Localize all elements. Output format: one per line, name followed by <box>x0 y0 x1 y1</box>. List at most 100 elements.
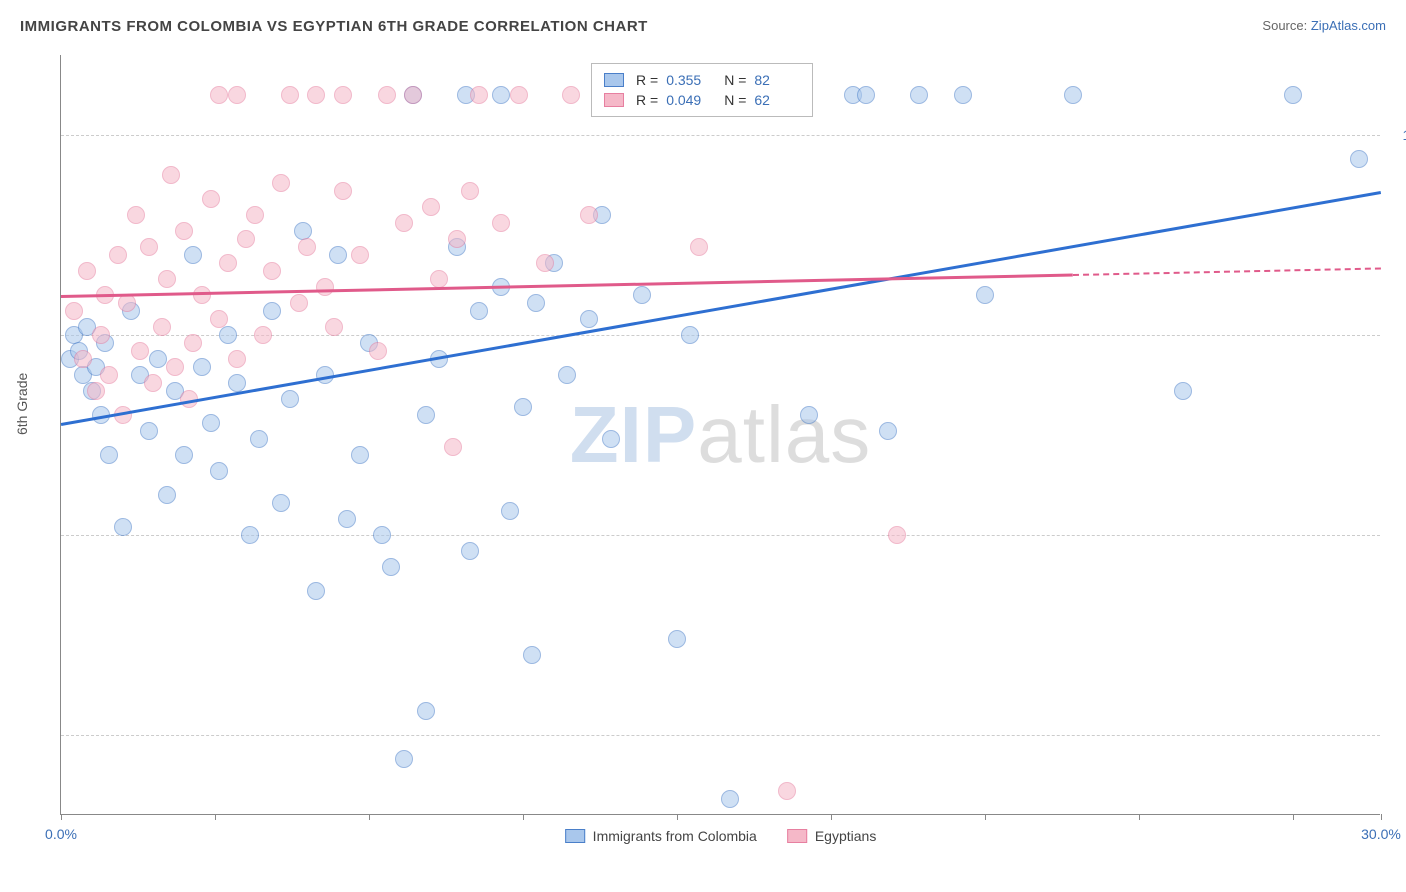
scatter-point <box>857 86 875 104</box>
scatter-point <box>290 294 308 312</box>
scatter-point <box>562 86 580 104</box>
scatter-point <box>219 254 237 272</box>
scatter-point <box>175 222 193 240</box>
scatter-point <box>78 262 96 280</box>
scatter-point <box>65 302 83 320</box>
chart-title: IMMIGRANTS FROM COLOMBIA VS EGYPTIAN 6TH… <box>20 18 648 35</box>
scatter-point <box>1284 86 1302 104</box>
x-tick <box>1139 814 1140 820</box>
scatter-point <box>131 342 149 360</box>
scatter-point <box>334 182 352 200</box>
x-tick-label: 0.0% <box>45 826 77 842</box>
scatter-point <box>193 358 211 376</box>
scatter-point <box>888 526 906 544</box>
scatter-point <box>202 190 220 208</box>
scatter-point <box>158 486 176 504</box>
regression-line <box>1073 267 1381 276</box>
series-legend-label: Immigrants from Colombia <box>593 828 757 844</box>
scatter-point <box>246 206 264 224</box>
scatter-point <box>514 398 532 416</box>
scatter-point <box>778 782 796 800</box>
series-legend-item[interactable]: Immigrants from Colombia <box>565 828 757 844</box>
legend-n-label: N = <box>724 72 746 88</box>
scatter-point <box>580 310 598 328</box>
series-legend-label: Egyptians <box>815 828 876 844</box>
scatter-point <box>976 286 994 304</box>
scatter-point <box>175 446 193 464</box>
y-tick-label: 100.0% <box>1390 127 1406 143</box>
scatter-point <box>193 286 211 304</box>
scatter-point <box>422 198 440 216</box>
y-axis-title: 6th Grade <box>14 373 30 435</box>
scatter-point <box>202 414 220 432</box>
scatter-plot: ZIPatlas 92.5%95.0%97.5%100.0%0.0%30.0%R… <box>60 55 1380 815</box>
scatter-point <box>633 286 651 304</box>
scatter-point <box>879 422 897 440</box>
series-legend-item[interactable]: Egyptians <box>787 828 876 844</box>
scatter-point <box>681 326 699 344</box>
scatter-point <box>800 406 818 424</box>
x-tick-label: 30.0% <box>1361 826 1401 842</box>
x-tick <box>831 814 832 820</box>
scatter-point <box>228 350 246 368</box>
scatter-point <box>241 526 259 544</box>
scatter-point <box>461 182 479 200</box>
scatter-point <box>210 86 228 104</box>
scatter-point <box>114 518 132 536</box>
scatter-point <box>307 582 325 600</box>
x-tick <box>523 814 524 820</box>
scatter-point <box>351 446 369 464</box>
scatter-point <box>470 302 488 320</box>
scatter-point <box>307 86 325 104</box>
x-tick <box>369 814 370 820</box>
stats-legend-row: R =0.049N =62 <box>604 90 800 110</box>
scatter-point <box>109 246 127 264</box>
x-tick <box>61 814 62 820</box>
scatter-point <box>527 294 545 312</box>
scatter-point <box>254 326 272 344</box>
x-tick <box>677 814 678 820</box>
scatter-point <box>325 318 343 336</box>
x-tick <box>1381 814 1382 820</box>
legend-swatch <box>604 73 624 87</box>
scatter-point <box>162 166 180 184</box>
scatter-point <box>316 278 334 296</box>
legend-n-value: 82 <box>754 72 800 88</box>
legend-swatch <box>565 829 585 843</box>
legend-swatch <box>604 93 624 107</box>
scatter-point <box>430 270 448 288</box>
scatter-point <box>602 430 620 448</box>
scatter-point <box>210 462 228 480</box>
scatter-point <box>118 294 136 312</box>
grid-line <box>61 735 1380 736</box>
scatter-point <box>668 630 686 648</box>
scatter-point <box>448 230 466 248</box>
legend-r-value: 0.355 <box>666 72 712 88</box>
scatter-point <box>184 334 202 352</box>
scatter-point <box>580 206 598 224</box>
scatter-point <box>219 326 237 344</box>
scatter-point <box>351 246 369 264</box>
source-link[interactable]: ZipAtlas.com <box>1311 18 1386 33</box>
grid-line <box>61 135 1380 136</box>
y-tick-label: 95.0% <box>1390 527 1406 543</box>
scatter-point <box>369 342 387 360</box>
scatter-point <box>417 702 435 720</box>
scatter-point <box>298 238 316 256</box>
scatter-point <box>100 366 118 384</box>
scatter-point <box>184 246 202 264</box>
scatter-point <box>721 790 739 808</box>
scatter-point <box>404 86 422 104</box>
scatter-point <box>92 326 110 344</box>
scatter-point <box>444 438 462 456</box>
scatter-point <box>395 750 413 768</box>
scatter-point <box>461 542 479 560</box>
scatter-point <box>334 86 352 104</box>
source-label: Source: <box>1262 18 1307 33</box>
scatter-point <box>140 422 158 440</box>
scatter-point <box>1064 86 1082 104</box>
scatter-point <box>395 214 413 232</box>
scatter-point <box>228 86 246 104</box>
scatter-point <box>1350 150 1368 168</box>
scatter-point <box>470 86 488 104</box>
